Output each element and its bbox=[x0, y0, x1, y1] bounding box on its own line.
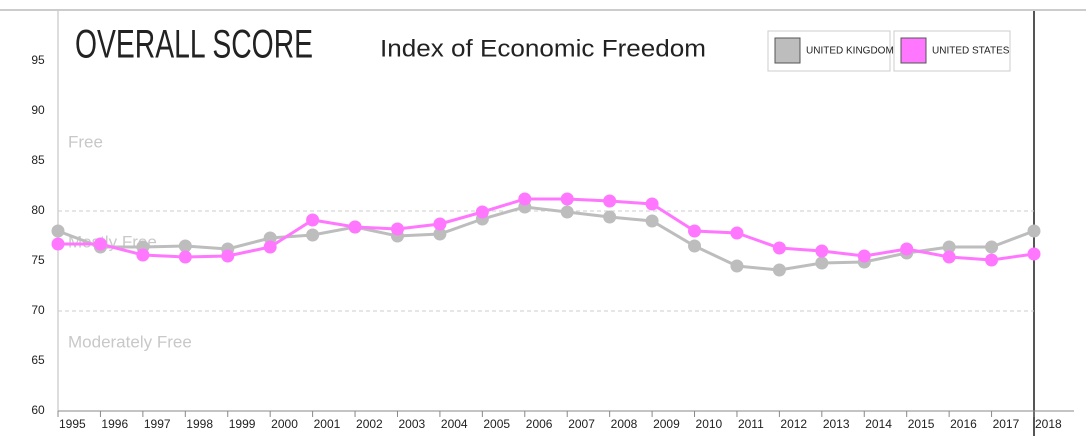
x-tick-label: 1996 bbox=[101, 417, 128, 431]
data-point bbox=[730, 226, 744, 240]
x-tick-label: 2007 bbox=[568, 417, 595, 431]
y-tick-label: 75 bbox=[31, 253, 45, 267]
data-point bbox=[985, 240, 999, 254]
x-tick-label: 1998 bbox=[186, 417, 213, 431]
y-tick-label: 65 bbox=[31, 353, 45, 367]
data-point bbox=[1027, 224, 1041, 238]
data-point bbox=[560, 192, 574, 206]
series-line bbox=[58, 197, 1035, 262]
legend-swatch bbox=[900, 37, 927, 64]
data-point bbox=[433, 227, 447, 241]
data-point bbox=[136, 248, 150, 262]
x-tick-label: 2000 bbox=[271, 417, 298, 431]
legend-label: UNITED STATES bbox=[932, 46, 1010, 57]
x-tick-label: 2014 bbox=[865, 417, 892, 431]
series-line bbox=[57, 205, 1035, 272]
data-point bbox=[51, 237, 65, 251]
x-tick-label: 2012 bbox=[780, 417, 807, 431]
data-point bbox=[772, 263, 786, 277]
data-point bbox=[560, 205, 574, 219]
data-point bbox=[603, 194, 617, 208]
x-tick-label: 2016 bbox=[950, 417, 977, 431]
x-tick-label: 2006 bbox=[526, 417, 553, 431]
x-tick-label: 1997 bbox=[144, 417, 171, 431]
x-tick-label: 2004 bbox=[441, 417, 468, 431]
x-tick-label: 1999 bbox=[229, 417, 256, 431]
data-point bbox=[178, 250, 192, 264]
y-tick-label: 70 bbox=[31, 303, 45, 317]
data-point bbox=[857, 249, 871, 263]
x-tick-label: 2001 bbox=[314, 417, 341, 431]
x-tick-label: 2003 bbox=[398, 417, 425, 431]
data-point bbox=[772, 241, 786, 255]
data-point bbox=[263, 231, 277, 245]
data-point bbox=[306, 228, 320, 242]
x-tick-label: 2018 bbox=[1035, 417, 1062, 431]
data-point bbox=[942, 240, 956, 254]
y-tick-label: 90 bbox=[31, 103, 45, 117]
x-tick-label: 1995 bbox=[59, 417, 86, 431]
x-tick-label: 2008 bbox=[611, 417, 638, 431]
x-tick-label: 2005 bbox=[483, 417, 510, 431]
x-tick-label: 2015 bbox=[908, 417, 935, 431]
x-tick-label: 2017 bbox=[993, 417, 1020, 431]
data-point bbox=[263, 240, 277, 254]
zone-label: Moderately Free bbox=[68, 332, 192, 351]
data-point bbox=[390, 222, 404, 236]
data-point bbox=[985, 253, 999, 267]
data-point bbox=[433, 217, 447, 231]
legend-label: UNITED KINGDOM bbox=[806, 46, 894, 57]
data-point bbox=[730, 259, 744, 273]
zone-label: Free bbox=[68, 132, 103, 151]
data-point bbox=[645, 197, 659, 211]
data-point bbox=[1027, 247, 1041, 261]
chart-title: OVERALL SCORE bbox=[75, 23, 313, 67]
y-tick-label: 80 bbox=[31, 203, 45, 217]
data-point bbox=[221, 249, 235, 263]
legend-item: UNITED STATES bbox=[893, 30, 1011, 72]
data-point bbox=[815, 256, 829, 270]
legend-item: UNITED KINGDOM bbox=[767, 30, 894, 72]
legend-swatch bbox=[774, 37, 801, 64]
data-point bbox=[645, 214, 659, 228]
data-point bbox=[688, 239, 702, 253]
y-tick-label: 85 bbox=[31, 153, 45, 167]
data-point bbox=[178, 239, 192, 253]
y-tick-label: 60 bbox=[31, 403, 45, 417]
data-point bbox=[93, 237, 107, 251]
y-tick-label: 95 bbox=[31, 53, 45, 67]
x-tick-label: 2013 bbox=[823, 417, 850, 431]
data-point bbox=[942, 250, 956, 264]
x-tick-label: 2009 bbox=[653, 417, 680, 431]
data-point bbox=[306, 213, 320, 227]
chart-subtitle: Index of Economic Freedom bbox=[380, 35, 706, 62]
data-point bbox=[688, 224, 702, 238]
data-point bbox=[348, 220, 362, 234]
x-tick-label: 2002 bbox=[356, 417, 383, 431]
data-point bbox=[900, 242, 914, 256]
data-point bbox=[475, 205, 489, 219]
data-point bbox=[603, 210, 617, 224]
x-tick-label: 2010 bbox=[696, 417, 723, 431]
x-tick-label: 2011 bbox=[738, 417, 764, 431]
data-point bbox=[815, 244, 829, 258]
data-point bbox=[518, 192, 532, 206]
data-point bbox=[51, 224, 65, 238]
